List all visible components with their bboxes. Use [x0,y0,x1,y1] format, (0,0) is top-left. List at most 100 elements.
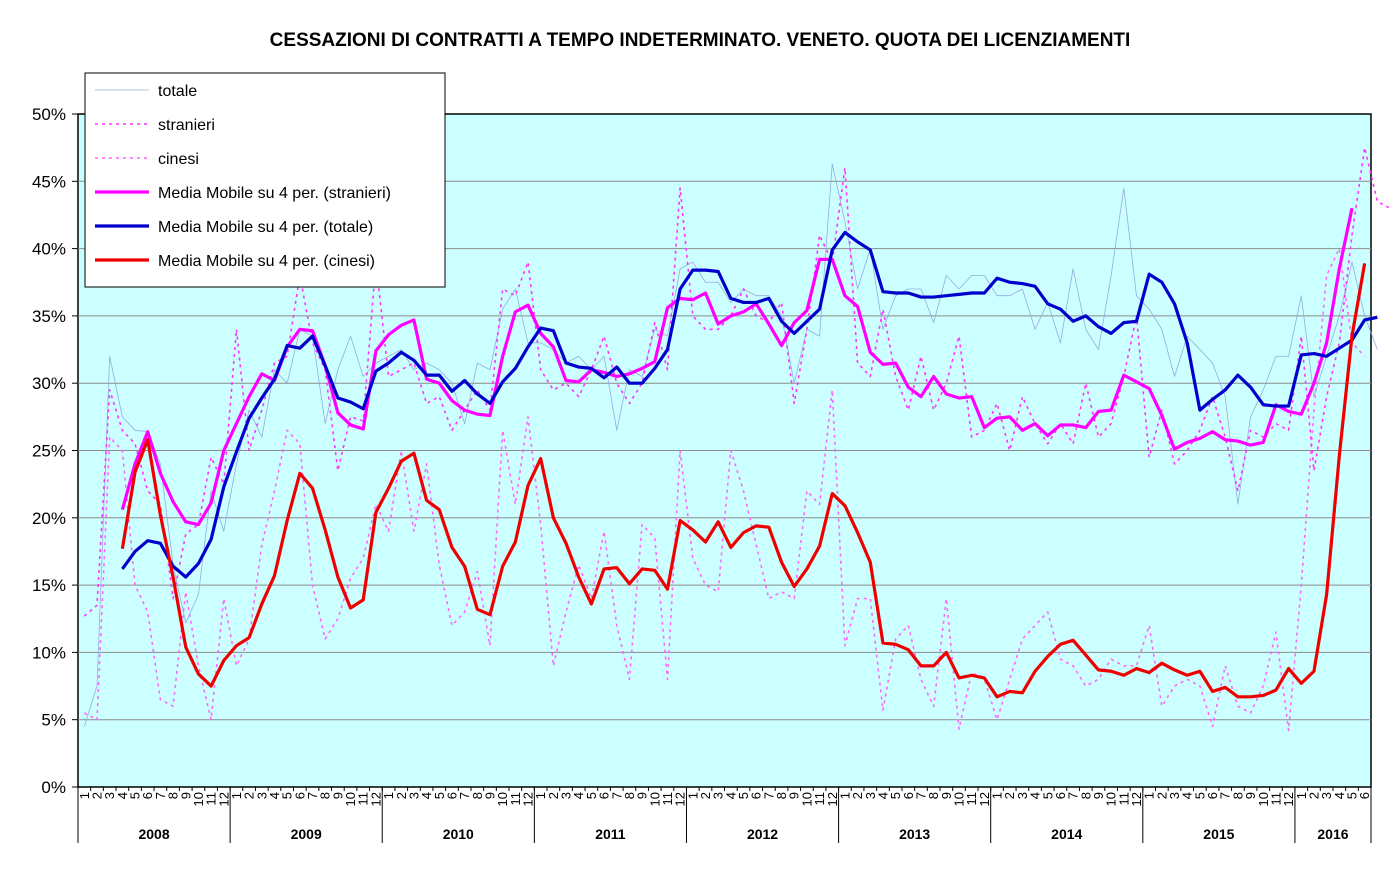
year-label: 2014 [1051,826,1082,842]
month-label: 10 [191,792,206,806]
month-label: 3 [1319,792,1334,799]
month-label: 12 [673,792,688,806]
month-label: 5 [128,792,143,799]
month-label: 1 [77,792,92,799]
month-label: 10 [647,792,662,806]
month-label: 9 [482,792,497,799]
y-tick-label: 5% [41,711,66,730]
month-label: 10 [1104,792,1119,806]
month-label: 11 [356,792,371,806]
month-label: 8 [470,792,485,799]
legend-label: stranieri [158,117,215,134]
month-label: 1 [229,792,244,799]
month-label: 5 [1192,792,1207,799]
month-label: 2 [546,792,561,799]
month-label: 2 [394,792,409,799]
month-label: 5 [888,792,903,799]
month-label: 5 [1040,792,1055,799]
legend-label: cinesi [158,151,199,168]
month-label: 11 [660,792,675,806]
month-label: 4 [1180,792,1195,799]
month-label: 12 [1129,792,1144,806]
month-label: 8 [318,792,333,799]
month-label: 7 [761,792,776,799]
month-label: 12 [521,792,536,806]
year-label: 2013 [899,826,930,842]
legend-label: Media Mobile su 4 per. (cinesi) [158,253,375,270]
y-tick-label: 0% [41,778,66,797]
year-label: 2012 [747,826,778,842]
legend: totale stranieri cinesi Media Mobile su 4 p… [84,72,446,288]
month-label: 6 [1357,792,1372,799]
series-layer [83,146,1391,732]
month-label: 1 [533,792,548,799]
month-label: 6 [1053,792,1068,799]
month-label: 10 [495,792,510,806]
month-label: 11 [812,792,827,806]
month-label: 10 [952,792,967,806]
month-label: 7 [609,792,624,799]
y-tick-label: 10% [32,643,66,662]
month-label: 3 [559,792,574,799]
year-label: 2011 [595,826,626,842]
month-label: 7 [1218,792,1233,799]
month-label: 9 [635,792,650,799]
month-label: 1 [1294,792,1309,799]
month-label: 2 [698,792,713,799]
year-label: 2015 [1203,826,1234,842]
month-label: 6 [749,792,764,799]
y-tick-label: 40% [32,240,66,259]
month-label: 3 [863,792,878,799]
series-line-5 [120,263,1367,699]
year-label: 2009 [291,826,322,842]
month-label: 8 [1078,792,1093,799]
y-tick-label: 15% [32,576,66,595]
month-label: 6 [292,792,307,799]
month-label: 8 [1230,792,1245,799]
month-label: 12 [216,792,231,806]
month-label: 7 [153,792,168,799]
month-label: 4 [1028,792,1043,799]
month-label: 11 [204,792,219,806]
month-label: 4 [875,792,890,799]
y-tick-label: 50% [32,105,66,124]
month-label: 1 [1142,792,1157,799]
month-label: 4 [723,792,738,799]
month-label: 2 [1002,792,1017,799]
y-tick-label: 35% [32,307,66,326]
legend-box [84,72,446,288]
month-label: 7 [1066,792,1081,799]
month-label: 9 [1091,792,1106,799]
month-label: 10 [799,792,814,806]
month-label: 6 [901,792,916,799]
month-label: 7 [305,792,320,799]
series-line-2 [83,247,1366,732]
month-label: 2 [1306,792,1321,799]
month-label: 9 [330,792,345,799]
month-label: 7 [913,792,928,799]
month-label: 2 [90,792,105,799]
month-label: 9 [178,792,193,799]
month-label: 1 [381,792,396,799]
chart-title: CESSAZIONI DI CONTRATTI A TEMPO INDETERM… [269,30,1131,51]
month-label: 5 [280,792,295,799]
legend-label: totale [158,83,197,100]
month-label: 3 [1015,792,1030,799]
y-tick-label: 20% [32,509,66,528]
month-label: 12 [825,792,840,806]
month-label: 3 [406,792,421,799]
month-label: 8 [622,792,637,799]
month-label: 3 [102,792,117,799]
month-label: 4 [1332,792,1347,799]
series-line-4 [121,230,1378,579]
y-axis: 0% 5% 10% 15% 20% 25% 30% 35% 40% 45% 50% [32,105,78,797]
month-label: 6 [1205,792,1220,799]
month-label: 11 [964,792,979,806]
legend-label: Media Mobile su 4 per. (totale) [158,219,373,236]
year-label: 2010 [443,826,474,842]
month-label: 5 [432,792,447,799]
month-label: 7 [457,792,472,799]
month-label: 6 [444,792,459,799]
month-label: 9 [939,792,954,799]
